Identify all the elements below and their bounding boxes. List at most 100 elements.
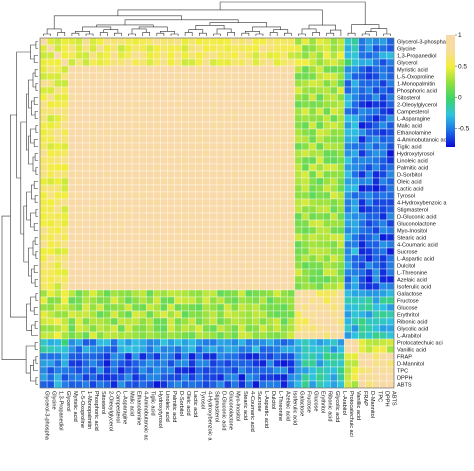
heatmap-cell	[323, 149, 331, 158]
heatmap-cell	[245, 142, 253, 151]
heatmap-cell	[202, 338, 211, 347]
dendrogram-branch	[31, 184, 36, 200]
heatmap-cell	[138, 93, 147, 102]
heatmap-cell	[202, 191, 211, 200]
heatmap-cell	[75, 296, 83, 305]
heatmap-cell	[103, 289, 111, 298]
heatmap-cell	[315, 107, 324, 116]
heatmap-cell	[46, 268, 55, 277]
heatmap-cell	[167, 51, 175, 60]
heatmap-cell	[146, 93, 154, 102]
column-label: Sitosterol	[100, 391, 106, 414]
heatmap-cell	[379, 275, 388, 284]
heatmap-cell	[174, 65, 182, 74]
heatmap-cell	[110, 310, 119, 319]
heatmap-cell	[103, 100, 111, 109]
heatmap-cell	[124, 135, 133, 144]
heatmap-cell	[315, 100, 324, 109]
heatmap-cell	[61, 324, 69, 333]
heatmap-cell	[82, 373, 90, 382]
heatmap-cell	[103, 338, 111, 347]
heatmap-cell	[110, 324, 119, 333]
heatmap-cell	[259, 310, 267, 319]
heatmap-cell	[202, 100, 211, 109]
heatmap-cell	[181, 205, 189, 214]
heatmap-cell	[167, 114, 175, 123]
heatmap-cell	[181, 177, 189, 186]
heatmap-cell	[167, 296, 175, 305]
heatmap-cell	[344, 261, 352, 270]
heatmap-cell	[39, 373, 48, 382]
heatmap-cell	[315, 233, 324, 242]
heatmap-cell	[344, 51, 352, 60]
heatmap-cell	[294, 310, 303, 319]
dendrogram-branch	[34, 342, 38, 350]
heatmap-cell	[153, 135, 161, 144]
heatmap-cell	[344, 198, 352, 207]
heatmap-cell	[337, 254, 345, 263]
dendrogram-branch	[35, 356, 38, 364]
heatmap-cell	[315, 275, 324, 284]
heatmap-cell	[138, 86, 147, 95]
heatmap-cell	[89, 72, 97, 81]
heatmap-cell	[301, 135, 310, 144]
heatmap-cell	[323, 72, 331, 81]
heatmap-cell	[131, 310, 140, 319]
heatmap-cell	[365, 51, 373, 60]
heatmap-cell	[117, 72, 126, 81]
row-label: ABTS	[397, 383, 412, 389]
heatmap-cell	[273, 303, 281, 312]
heatmap-cell	[117, 128, 126, 137]
heatmap-cell	[379, 268, 388, 277]
heatmap-cell	[337, 380, 345, 389]
heatmap-cell	[110, 142, 119, 151]
heatmap-cell	[68, 163, 76, 172]
heatmap-cell	[308, 170, 317, 179]
heatmap-cell	[386, 331, 395, 340]
heatmap-cell	[167, 282, 175, 291]
heatmap-cell	[153, 338, 161, 347]
heatmap-cell	[358, 198, 366, 207]
heatmap-cell	[351, 282, 359, 291]
heatmap-cell	[167, 317, 175, 326]
heatmap-cell	[365, 198, 373, 207]
heatmap-cell	[252, 184, 260, 193]
heatmap-cell	[39, 58, 48, 67]
heatmap-cell	[75, 135, 83, 144]
heatmap-cell	[386, 107, 395, 116]
heatmap-cell	[294, 107, 303, 116]
heatmap-cell	[131, 289, 140, 298]
heatmap-cell	[117, 324, 126, 333]
heatmap-cell	[117, 317, 126, 326]
heatmap-cell	[167, 275, 175, 284]
heatmap-cell	[61, 275, 69, 284]
heatmap-cell	[195, 58, 204, 67]
heatmap-cell	[124, 380, 133, 389]
heatmap-cell	[96, 86, 104, 95]
heatmap-cell	[209, 338, 218, 347]
heatmap-cell	[153, 170, 161, 179]
heatmap-cell	[308, 352, 317, 361]
heatmap-cell	[174, 345, 182, 354]
column-label: Dulcitol	[270, 391, 276, 409]
heatmap-cell	[202, 205, 211, 214]
heatmap-cell	[351, 51, 359, 60]
heatmap-cell	[75, 58, 83, 67]
heatmap-cell	[146, 261, 154, 270]
heatmap-cell	[230, 282, 239, 291]
heatmap-cell	[202, 44, 211, 53]
heatmap-cell	[167, 58, 175, 67]
heatmap-cell	[287, 100, 296, 109]
heatmap-cell	[280, 128, 288, 137]
heatmap-cell	[153, 247, 161, 256]
heatmap-cell	[259, 359, 267, 368]
heatmap-cell	[252, 317, 260, 326]
heatmap-cell	[287, 184, 296, 193]
heatmap-cell	[117, 261, 126, 270]
heatmap-cell	[82, 58, 90, 67]
heatmap-cell	[351, 247, 359, 256]
heatmap-cell	[131, 72, 140, 81]
column-label: Protocatechuic aci	[348, 391, 354, 437]
heatmap-cell	[124, 240, 133, 249]
heatmap-cell	[138, 254, 147, 263]
